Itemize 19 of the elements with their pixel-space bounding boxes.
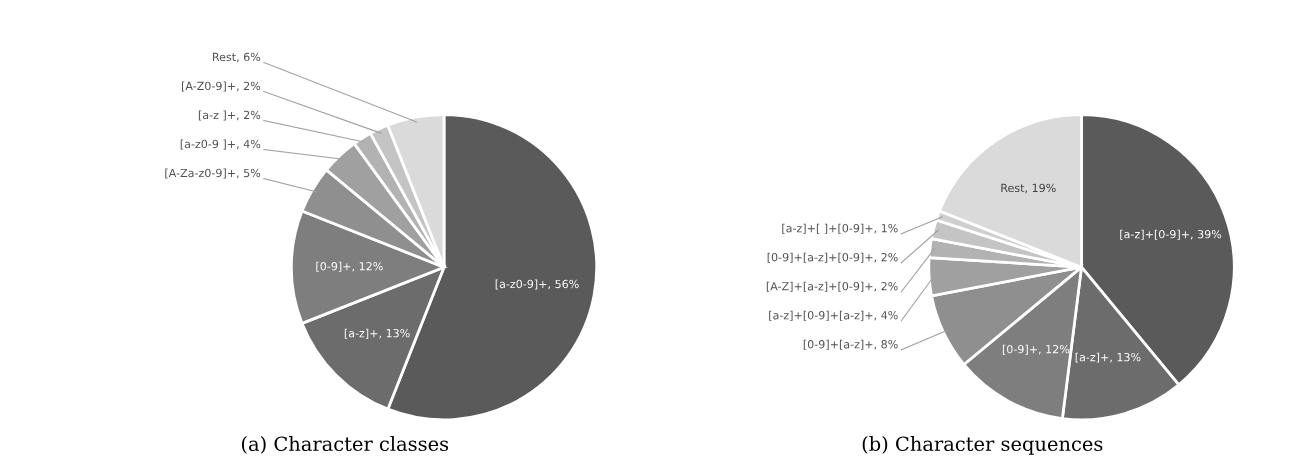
- slice-label: [a-z]+[0-9]+, 39%: [1120, 229, 1222, 240]
- slice-label: [A-Z0-9]+, 2%: [181, 81, 261, 92]
- slice-label: [a-z]+, 13%: [344, 328, 410, 339]
- slice-label: [a-z ]+, 2%: [198, 110, 261, 121]
- slice-label: Rest, 6%: [212, 52, 261, 63]
- slice-label: Rest, 19%: [1001, 183, 1056, 194]
- slice-label: [A-Za-z0-9]+, 5%: [165, 168, 261, 179]
- text: (b) Character sequences: [862, 436, 1103, 455]
- slice-label: [0-9]+, 12%: [316, 261, 383, 272]
- slice-label: [0-9]+, 12%: [1002, 344, 1070, 355]
- slice-label: [a-z0-9]+, 56%: [495, 279, 579, 290]
- slice-label: [a-z]+, 13%: [1075, 352, 1141, 363]
- text: (a) Character classes: [241, 436, 449, 454]
- slice-label: [0-9]+[a-z]+[0-9]+, 2%: [767, 252, 898, 263]
- slice-label: [a-z0-9 ]+, 4%: [180, 139, 261, 150]
- slice-label: [a-z]+[ ]+[0-9]+, 1%: [782, 223, 898, 234]
- slice-label: [0-9]+[a-z]+, 8%: [803, 339, 898, 350]
- slice-label: [A-Z]+[a-z]+[0-9]+, 2%: [766, 281, 898, 292]
- slice-label: [a-z]+[0-9]+[a-z]+, 4%: [769, 310, 898, 321]
